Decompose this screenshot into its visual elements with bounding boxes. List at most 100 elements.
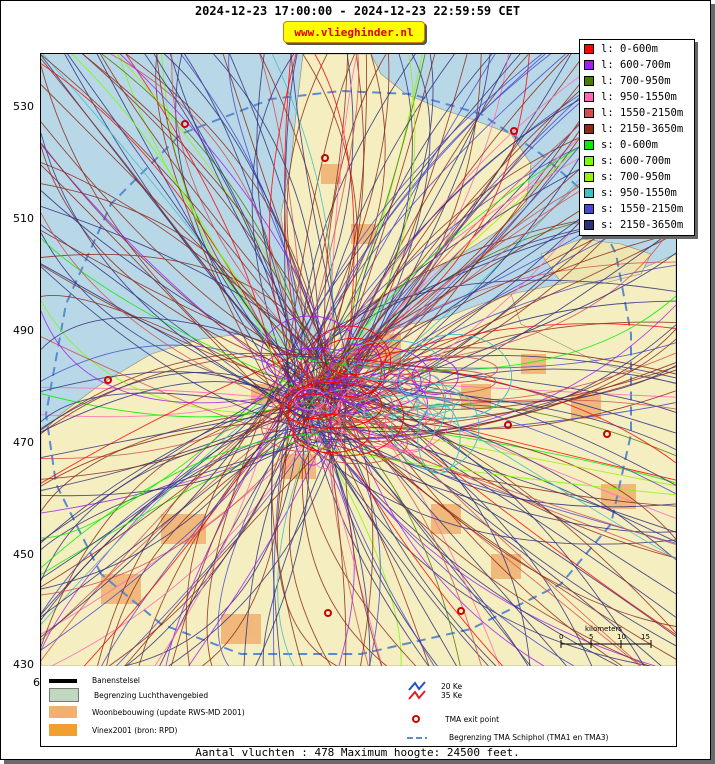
ke-contour-icon bbox=[408, 681, 426, 700]
ke35-label: 35 Ke bbox=[441, 691, 463, 700]
legend-label: s: 2150-3650m bbox=[601, 219, 684, 231]
scale-tick: 10 bbox=[617, 633, 626, 641]
site-link[interactable]: www.vlieghinder.nl bbox=[283, 21, 425, 43]
flight-track bbox=[110, 54, 295, 359]
flight-track bbox=[41, 133, 298, 410]
flight-track bbox=[41, 366, 291, 638]
flight-track bbox=[338, 422, 676, 487]
legend-label: s: 600-700m bbox=[601, 155, 671, 167]
flight-track bbox=[41, 433, 316, 569]
tma-exit-points bbox=[104, 120, 611, 617]
legend-swatch bbox=[584, 172, 594, 182]
flight-track bbox=[271, 384, 291, 666]
flight-track bbox=[348, 432, 676, 546]
holding-loop bbox=[391, 384, 480, 471]
flight-track bbox=[82, 54, 326, 380]
flight-track bbox=[41, 426, 308, 581]
flight-track bbox=[284, 54, 298, 398]
flight-track bbox=[41, 403, 297, 480]
flight-track bbox=[41, 417, 290, 615]
flight-track bbox=[41, 237, 324, 399]
flight-track bbox=[41, 336, 283, 432]
flight-track bbox=[310, 379, 676, 495]
holding-loop bbox=[417, 389, 462, 408]
airport-boundary-swatch bbox=[49, 688, 79, 702]
flight-track bbox=[341, 362, 676, 443]
holding-loop bbox=[293, 386, 332, 466]
flight-track bbox=[285, 54, 349, 366]
y-tick-label: 530 bbox=[13, 100, 34, 113]
flight-track bbox=[329, 397, 676, 561]
holding-loop bbox=[417, 403, 461, 474]
flight-track bbox=[41, 212, 344, 427]
holding-loop bbox=[411, 358, 459, 396]
flight-track bbox=[188, 385, 337, 666]
legend-item: s: 600-700m bbox=[584, 153, 671, 169]
flight-track bbox=[277, 376, 337, 666]
flight-track bbox=[41, 344, 292, 382]
flight-track bbox=[330, 415, 676, 660]
legend-swatch bbox=[584, 156, 594, 166]
flight-track bbox=[100, 54, 348, 377]
holding-loop bbox=[307, 325, 392, 397]
flight-track bbox=[255, 364, 309, 666]
flight-track bbox=[321, 54, 434, 389]
legend-label: s: 0-600m bbox=[601, 139, 658, 151]
holding-loop bbox=[397, 368, 422, 396]
flight-track bbox=[41, 419, 313, 487]
flight-track bbox=[321, 54, 426, 358]
holding-loop bbox=[320, 337, 387, 375]
holding-loop bbox=[266, 347, 364, 383]
runway-symbol bbox=[49, 678, 77, 683]
legend-swatch bbox=[584, 220, 594, 230]
flight-track bbox=[125, 416, 303, 666]
flight-track bbox=[335, 357, 676, 559]
flight-track bbox=[326, 54, 613, 363]
flight-track bbox=[289, 388, 402, 666]
flight-track bbox=[281, 54, 354, 370]
flight-track bbox=[171, 54, 331, 374]
flight-track bbox=[41, 420, 332, 614]
flight-track bbox=[41, 372, 288, 429]
tma-dash-icon bbox=[407, 736, 427, 739]
flight-track bbox=[41, 142, 331, 394]
tma-boundary-label: Begrenzing TMA Schiphol (TMA1 en TMA3) bbox=[449, 733, 609, 742]
flight-track-map[interactable]: kilometers 0 5 10 15 bbox=[40, 53, 677, 667]
housing-key: Woonbebouwing (update RWS-MD 2001) bbox=[49, 706, 245, 718]
flight-track bbox=[349, 356, 676, 560]
flight-track bbox=[124, 422, 301, 666]
flight-track bbox=[41, 263, 306, 419]
scale-bar bbox=[560, 640, 652, 648]
legend-item: s: 0-600m bbox=[584, 137, 658, 153]
holding-loop bbox=[287, 393, 338, 420]
flight-track bbox=[343, 369, 676, 421]
holding-loop bbox=[388, 355, 498, 384]
holding-loop bbox=[323, 376, 397, 399]
flight-track bbox=[169, 54, 325, 366]
flight-track bbox=[41, 364, 294, 651]
flight-track bbox=[292, 436, 676, 533]
flight-track bbox=[41, 404, 292, 647]
legend-item: l: 600-700m bbox=[584, 57, 671, 73]
flight-track bbox=[206, 368, 282, 666]
holding-loop bbox=[384, 400, 436, 453]
flight-track bbox=[67, 54, 345, 444]
legend-swatch bbox=[584, 76, 594, 86]
flight-track bbox=[41, 121, 303, 361]
flight-track bbox=[349, 219, 676, 369]
flight-track bbox=[41, 266, 348, 435]
flight-track bbox=[308, 328, 676, 429]
flight-track bbox=[288, 295, 676, 371]
flight-tracks bbox=[41, 54, 676, 666]
flight-track bbox=[41, 379, 285, 539]
flight-track bbox=[345, 252, 676, 402]
holding-loop bbox=[394, 369, 497, 394]
flight-track bbox=[316, 404, 676, 457]
flight-track bbox=[154, 355, 282, 666]
flight-track bbox=[41, 162, 341, 379]
flight-track bbox=[41, 394, 332, 596]
flight-track bbox=[222, 54, 346, 408]
legend-label: l: 0-600m bbox=[601, 43, 658, 55]
legend-label: l: 1550-2150m bbox=[601, 107, 684, 119]
legend-item: l: 1550-2150m bbox=[584, 105, 683, 121]
